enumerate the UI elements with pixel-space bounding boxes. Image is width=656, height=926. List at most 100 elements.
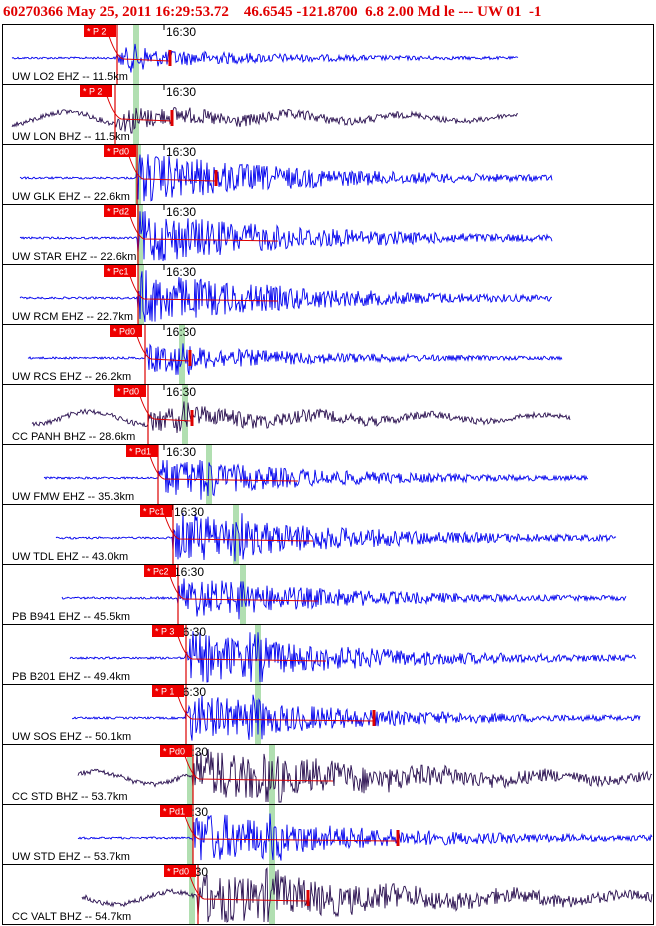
s-window-marker xyxy=(187,745,193,804)
pick-label: * P 2 xyxy=(83,87,102,97)
station-label: UW LO2 EHZ -- 11.5km xyxy=(12,71,128,83)
pick-label: * Pd0 xyxy=(167,867,189,877)
station-label: CC PANH BHZ -- 28.6km xyxy=(12,431,135,443)
pick-label: * Pc2 xyxy=(147,567,169,577)
pick-box xyxy=(104,265,136,277)
trace-panel: 16:30* P 3PB B201 EHZ -- 49.4km xyxy=(2,624,654,685)
time-tick-label: 16:30 xyxy=(166,445,196,459)
seismic-trace xyxy=(31,401,571,434)
pick-label: * Pd0 xyxy=(107,147,129,157)
time-tick-label: 16:30 xyxy=(166,85,196,99)
trace-panel: 16:30 * P 2 UW LON BHZ -- 11.5km xyxy=(2,84,654,145)
coda-end-marker xyxy=(168,50,172,66)
pick-label: * Pd2 xyxy=(107,207,129,217)
station-label: UW GLK EHZ -- 22.6km xyxy=(12,191,130,203)
seismic-trace xyxy=(19,270,552,323)
coda-end-marker xyxy=(214,170,218,186)
pick-label: * Pd0 xyxy=(113,327,135,337)
trace-panel: 16:30 * Pd1 UW FMW EHZ -- 35.3km xyxy=(2,444,654,505)
station-label: UW RCS EHZ -- 26.2km xyxy=(12,371,131,383)
seismic-trace xyxy=(11,107,519,134)
pick-box xyxy=(114,385,146,397)
seismic-trace xyxy=(69,631,637,683)
coda-end-marker xyxy=(396,830,400,846)
time-tick-label: 16:30 xyxy=(166,265,196,279)
trace-panel: 16:30 * Pc2 PB B941 EHZ -- 45.5km xyxy=(2,564,654,625)
s-window-marker xyxy=(240,565,246,624)
pick-label: * P 1 xyxy=(155,687,174,697)
station-label: PB B941 EHZ -- 45.5km xyxy=(12,611,130,623)
coda-end-marker xyxy=(190,410,194,426)
pick-box xyxy=(126,445,158,457)
pick-box xyxy=(110,325,142,337)
time-tick-label: 16:30 xyxy=(174,505,204,519)
s-window-marker xyxy=(269,865,275,924)
trace-panel: 16:30 * Pd2 UW STAR EHZ -- 22.6km xyxy=(2,204,654,265)
s-window-marker xyxy=(187,805,193,864)
trace-panel: 16:30 * Pc1 UW TDL EHZ -- 43.0km xyxy=(2,504,654,565)
pick-box xyxy=(164,865,196,877)
time-tick-label: 16:30 xyxy=(174,565,204,579)
pick-box xyxy=(152,625,184,637)
pick-label: * Pd1 xyxy=(163,807,185,817)
event-header: 60270366 May 25, 2011 16:29:53.72 46.654… xyxy=(3,4,542,20)
seismic-trace xyxy=(77,748,653,803)
pick-label: * Pc1 xyxy=(107,267,129,277)
trace-panel: 16:30 * Pd0 UW RCS EHZ -- 26.2km xyxy=(2,324,654,385)
pick-box xyxy=(104,145,136,157)
s-window-marker xyxy=(269,745,275,804)
s-window-marker xyxy=(269,805,275,864)
seismic-trace xyxy=(19,154,553,202)
time-tick-label: 16:30 xyxy=(166,325,196,339)
time-tick-label: 16:30 xyxy=(166,205,196,219)
seismic-trace xyxy=(27,343,563,375)
station-label: UW STAR EHZ -- 22.6km xyxy=(12,251,136,263)
pick-label: * Pd0 xyxy=(117,387,139,397)
panel-frame xyxy=(2,864,654,925)
station-label: PB B201 EHZ -- 49.4km xyxy=(12,671,130,683)
station-label: UW FMW EHZ -- 35.3km xyxy=(12,491,134,503)
station-label: CC VALT BHZ -- 54.7km xyxy=(12,911,131,923)
pick-box xyxy=(152,685,184,697)
trace-panel: 16:30 * Pd0 UW GLK EHZ -- 22.6km xyxy=(2,144,654,205)
seismic-trace xyxy=(72,694,641,741)
trace-panel: 16:30 * Pd0 CC PANH BHZ -- 28.6km xyxy=(2,384,654,445)
station-label: CC STD BHZ -- 53.7km xyxy=(12,791,128,803)
trace-panel: 16:30 * Pc1 UW RCM EHZ -- 22.7km xyxy=(2,264,654,325)
station-label: UW STD EHZ -- 53.7km xyxy=(12,851,130,863)
pick-label: * Pc1 xyxy=(143,507,165,517)
station-label: UW RCM EHZ -- 22.7km xyxy=(12,311,133,323)
pick-label: * Pd1 xyxy=(129,447,151,457)
pick-box xyxy=(80,85,112,97)
pick-box xyxy=(160,805,192,817)
seismic-trace xyxy=(77,813,653,861)
trace-panel: 16:30 * P 2 UW LO2 EHZ -- 11.5km xyxy=(2,24,654,85)
time-tick-label: 16:30 xyxy=(166,385,196,399)
trace-panel: 16:30* P 1UW SOS EHZ -- 50.1km xyxy=(2,684,654,745)
time-tick-label: 16:30 xyxy=(166,145,196,159)
coda-end-marker xyxy=(306,890,310,906)
seismic-trace xyxy=(81,867,653,923)
coda-end-marker xyxy=(188,350,192,366)
s-window-marker xyxy=(137,205,143,264)
pick-box xyxy=(144,565,176,577)
coda-end-marker xyxy=(372,710,376,726)
time-tick-label: 16:30 xyxy=(166,25,196,39)
seismic-trace xyxy=(55,513,617,562)
station-label: UW LON BHZ -- 11.5km xyxy=(12,131,130,143)
seismic-trace xyxy=(43,459,589,500)
seismic-trace xyxy=(61,578,627,620)
station-label: UW SOS EHZ -- 50.1km xyxy=(12,731,131,743)
seismic-trace xyxy=(11,43,519,73)
pick-label: * P 2 xyxy=(87,27,106,37)
station-label: UW TDL EHZ -- 43.0km xyxy=(12,551,128,563)
pick-label: * Pd0 xyxy=(163,747,185,757)
s-window-marker xyxy=(255,625,261,684)
pick-label: * P 3 xyxy=(155,627,174,637)
pick-box xyxy=(140,505,172,517)
s-window-marker xyxy=(255,685,261,744)
pick-box xyxy=(160,745,192,757)
